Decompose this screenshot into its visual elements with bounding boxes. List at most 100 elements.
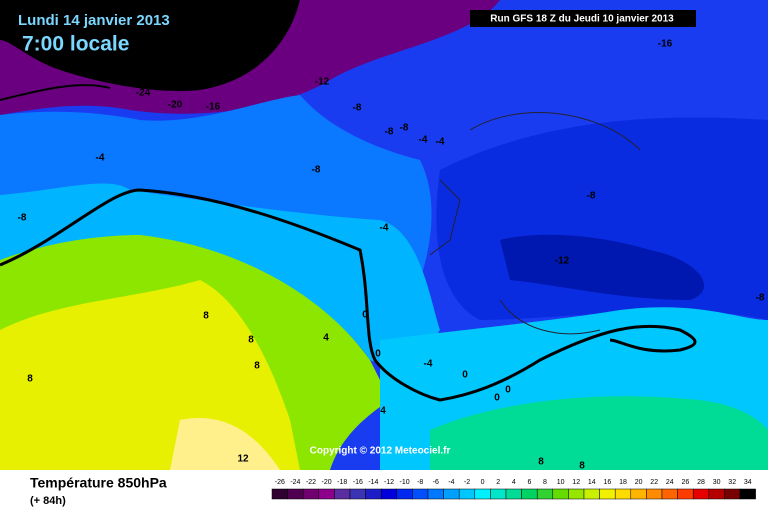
warm-spot bbox=[170, 418, 280, 470]
legend-swatch bbox=[458, 488, 476, 500]
legend-tick-label: -16 bbox=[353, 479, 363, 486]
legend-tick-label: -26 bbox=[275, 479, 285, 486]
run-box bbox=[470, 10, 696, 27]
date-label: Lundi 14 janvier 2013 bbox=[18, 12, 170, 29]
contour-label: -28 bbox=[5, 1, 20, 12]
legend-swatch bbox=[646, 488, 663, 500]
contour-label: -4 bbox=[96, 153, 105, 164]
contour-label: -12 bbox=[315, 77, 330, 88]
legend-tick-label: -20 bbox=[322, 479, 332, 486]
legend-tick-label: -8 bbox=[417, 479, 423, 486]
footer-title: Température 850hPa bbox=[30, 475, 167, 491]
legend-swatch bbox=[614, 488, 632, 500]
legend-swatch bbox=[443, 488, 460, 500]
coastline bbox=[469, 112, 641, 335]
legend-swatch bbox=[490, 488, 507, 500]
contour-label: -4 bbox=[419, 135, 428, 146]
light-blue bbox=[0, 183, 440, 364]
legend-tick-label: 0 bbox=[481, 479, 485, 486]
legend-swatch bbox=[568, 488, 585, 500]
legend-swatch bbox=[583, 488, 600, 500]
legend-tick-label: -4 bbox=[448, 479, 454, 486]
legend-swatch bbox=[302, 488, 320, 500]
legend-swatch bbox=[427, 488, 444, 500]
legend-tick-label: 26 bbox=[682, 479, 690, 486]
contour-label: 0 bbox=[375, 349, 381, 360]
contour-label: -28 bbox=[128, 75, 143, 86]
contour-label: 12 bbox=[237, 454, 249, 465]
legend-tick-label: -24 bbox=[290, 479, 300, 486]
contour-label: 8 bbox=[579, 461, 585, 472]
legend-tick-label: 8 bbox=[543, 479, 547, 486]
core-cold bbox=[500, 234, 705, 300]
legend-swatch bbox=[271, 488, 288, 500]
contour-label: -24 bbox=[136, 88, 151, 99]
contour-label: 0 bbox=[462, 370, 468, 381]
contour-label: -16 bbox=[658, 39, 673, 50]
legend-tick-label: 10 bbox=[557, 479, 565, 486]
legend-tick-label: 22 bbox=[650, 479, 658, 486]
legend-tick-label: 4 bbox=[512, 479, 516, 486]
coastline bbox=[429, 179, 461, 256]
contour-label: -28 bbox=[221, 58, 236, 69]
legend-swatch bbox=[521, 488, 538, 500]
legend-swatch bbox=[724, 488, 741, 500]
run-info: Run GFS 18 Z du Jeudi 10 janvier 2013 bbox=[490, 14, 674, 25]
legend-tick-label: 12 bbox=[572, 479, 580, 486]
legend-tick-label: -12 bbox=[384, 479, 394, 486]
legend-swatch bbox=[396, 488, 413, 500]
legend-tick-label: 20 bbox=[635, 479, 643, 486]
contour-label: 8 bbox=[248, 335, 254, 346]
contour-label: 8 bbox=[538, 457, 544, 468]
legend-swatch bbox=[365, 488, 382, 500]
legend-swatch bbox=[661, 488, 678, 500]
contour-label: -8 bbox=[312, 165, 321, 176]
zero-isotherm bbox=[0, 188, 697, 402]
legend-tick-label: 24 bbox=[666, 479, 674, 486]
legend-tick-label: 6 bbox=[527, 479, 531, 486]
legend-tick-label: -2 bbox=[464, 479, 470, 486]
contour-label: -8 bbox=[400, 123, 409, 134]
legend-tick-label: 16 bbox=[604, 479, 612, 486]
time-label: 7:00 locale bbox=[22, 33, 129, 56]
contour-label: -12 bbox=[555, 256, 570, 267]
contour-label: 4 bbox=[380, 406, 386, 417]
black-zone bbox=[0, 0, 300, 91]
legend-swatch bbox=[599, 488, 616, 500]
contour-label: -4 bbox=[424, 359, 433, 370]
legend-swatch bbox=[692, 488, 710, 500]
legend-tick-label: 30 bbox=[713, 479, 721, 486]
legend-tick-label: 2 bbox=[496, 479, 500, 486]
legend-swatch bbox=[536, 488, 554, 500]
legend-swatch bbox=[318, 488, 335, 500]
contour-label: -4 bbox=[380, 223, 389, 234]
contour-label: 8 bbox=[203, 311, 209, 322]
legend-tick-label: -6 bbox=[433, 479, 439, 486]
contour-label: 0 bbox=[505, 385, 511, 396]
legend-swatch bbox=[739, 488, 756, 500]
legend-swatch bbox=[677, 488, 694, 500]
contour-label: -4 bbox=[436, 137, 445, 148]
legend-swatch bbox=[474, 488, 491, 500]
legend-swatch bbox=[334, 488, 351, 500]
legend-tick-label: 18 bbox=[619, 479, 627, 486]
contour-label: 0 bbox=[362, 310, 368, 321]
africa-green bbox=[430, 396, 768, 470]
legend-swatch bbox=[505, 488, 522, 500]
legend-swatch bbox=[630, 488, 647, 500]
contour-label: -8 bbox=[18, 213, 27, 224]
legend-swatch bbox=[287, 488, 304, 500]
legend-tick-label: 14 bbox=[588, 479, 596, 486]
legend-tick-label: -22 bbox=[306, 479, 316, 486]
contour-label: 8 bbox=[27, 374, 33, 385]
legend-swatch bbox=[552, 488, 569, 500]
copyright: Copyright © 2012 Meteociel.fr bbox=[310, 446, 451, 457]
contour-label: 8 bbox=[254, 361, 260, 372]
legend-swatch bbox=[349, 488, 366, 500]
contour-label: -8 bbox=[587, 191, 596, 202]
legend-swatch bbox=[380, 488, 398, 500]
legend-tick-label: 34 bbox=[744, 479, 752, 486]
contour-label: -8 bbox=[385, 127, 394, 138]
